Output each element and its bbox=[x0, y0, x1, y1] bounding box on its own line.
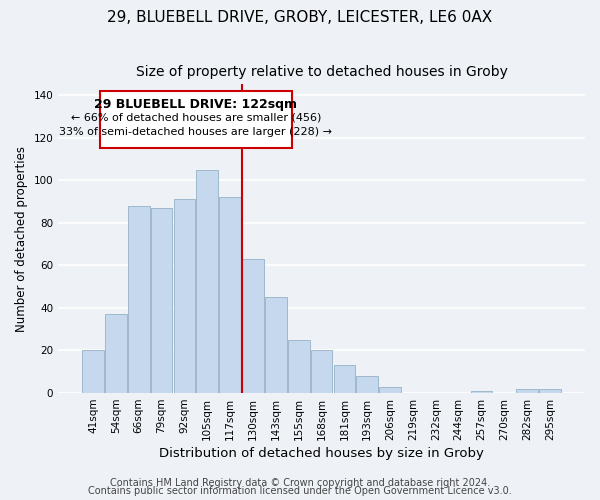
FancyBboxPatch shape bbox=[100, 90, 292, 148]
Text: 29 BLUEBELL DRIVE: 122sqm: 29 BLUEBELL DRIVE: 122sqm bbox=[94, 98, 298, 111]
Bar bbox=[471, 391, 493, 393]
Y-axis label: Number of detached properties: Number of detached properties bbox=[15, 146, 28, 332]
Text: Contains public sector information licensed under the Open Government Licence v3: Contains public sector information licen… bbox=[88, 486, 512, 496]
Bar bbox=[105, 314, 127, 393]
Bar bbox=[128, 206, 149, 393]
Bar bbox=[82, 350, 104, 393]
Text: 29, BLUEBELL DRIVE, GROBY, LEICESTER, LE6 0AX: 29, BLUEBELL DRIVE, GROBY, LEICESTER, LE… bbox=[107, 10, 493, 25]
Bar bbox=[379, 386, 401, 393]
Bar bbox=[151, 208, 172, 393]
Bar bbox=[265, 298, 287, 393]
Bar bbox=[219, 197, 241, 393]
Text: 33% of semi-detached houses are larger (228) →: 33% of semi-detached houses are larger (… bbox=[59, 127, 332, 137]
Bar bbox=[311, 350, 332, 393]
Bar bbox=[196, 170, 218, 393]
Bar bbox=[288, 340, 310, 393]
X-axis label: Distribution of detached houses by size in Groby: Distribution of detached houses by size … bbox=[159, 447, 484, 460]
Text: ← 66% of detached houses are smaller (456): ← 66% of detached houses are smaller (45… bbox=[71, 112, 321, 122]
Bar bbox=[356, 376, 378, 393]
Bar bbox=[334, 366, 355, 393]
Text: Contains HM Land Registry data © Crown copyright and database right 2024.: Contains HM Land Registry data © Crown c… bbox=[110, 478, 490, 488]
Bar bbox=[539, 389, 561, 393]
Bar bbox=[517, 389, 538, 393]
Bar bbox=[242, 259, 264, 393]
Title: Size of property relative to detached houses in Groby: Size of property relative to detached ho… bbox=[136, 65, 508, 79]
Bar bbox=[173, 200, 195, 393]
